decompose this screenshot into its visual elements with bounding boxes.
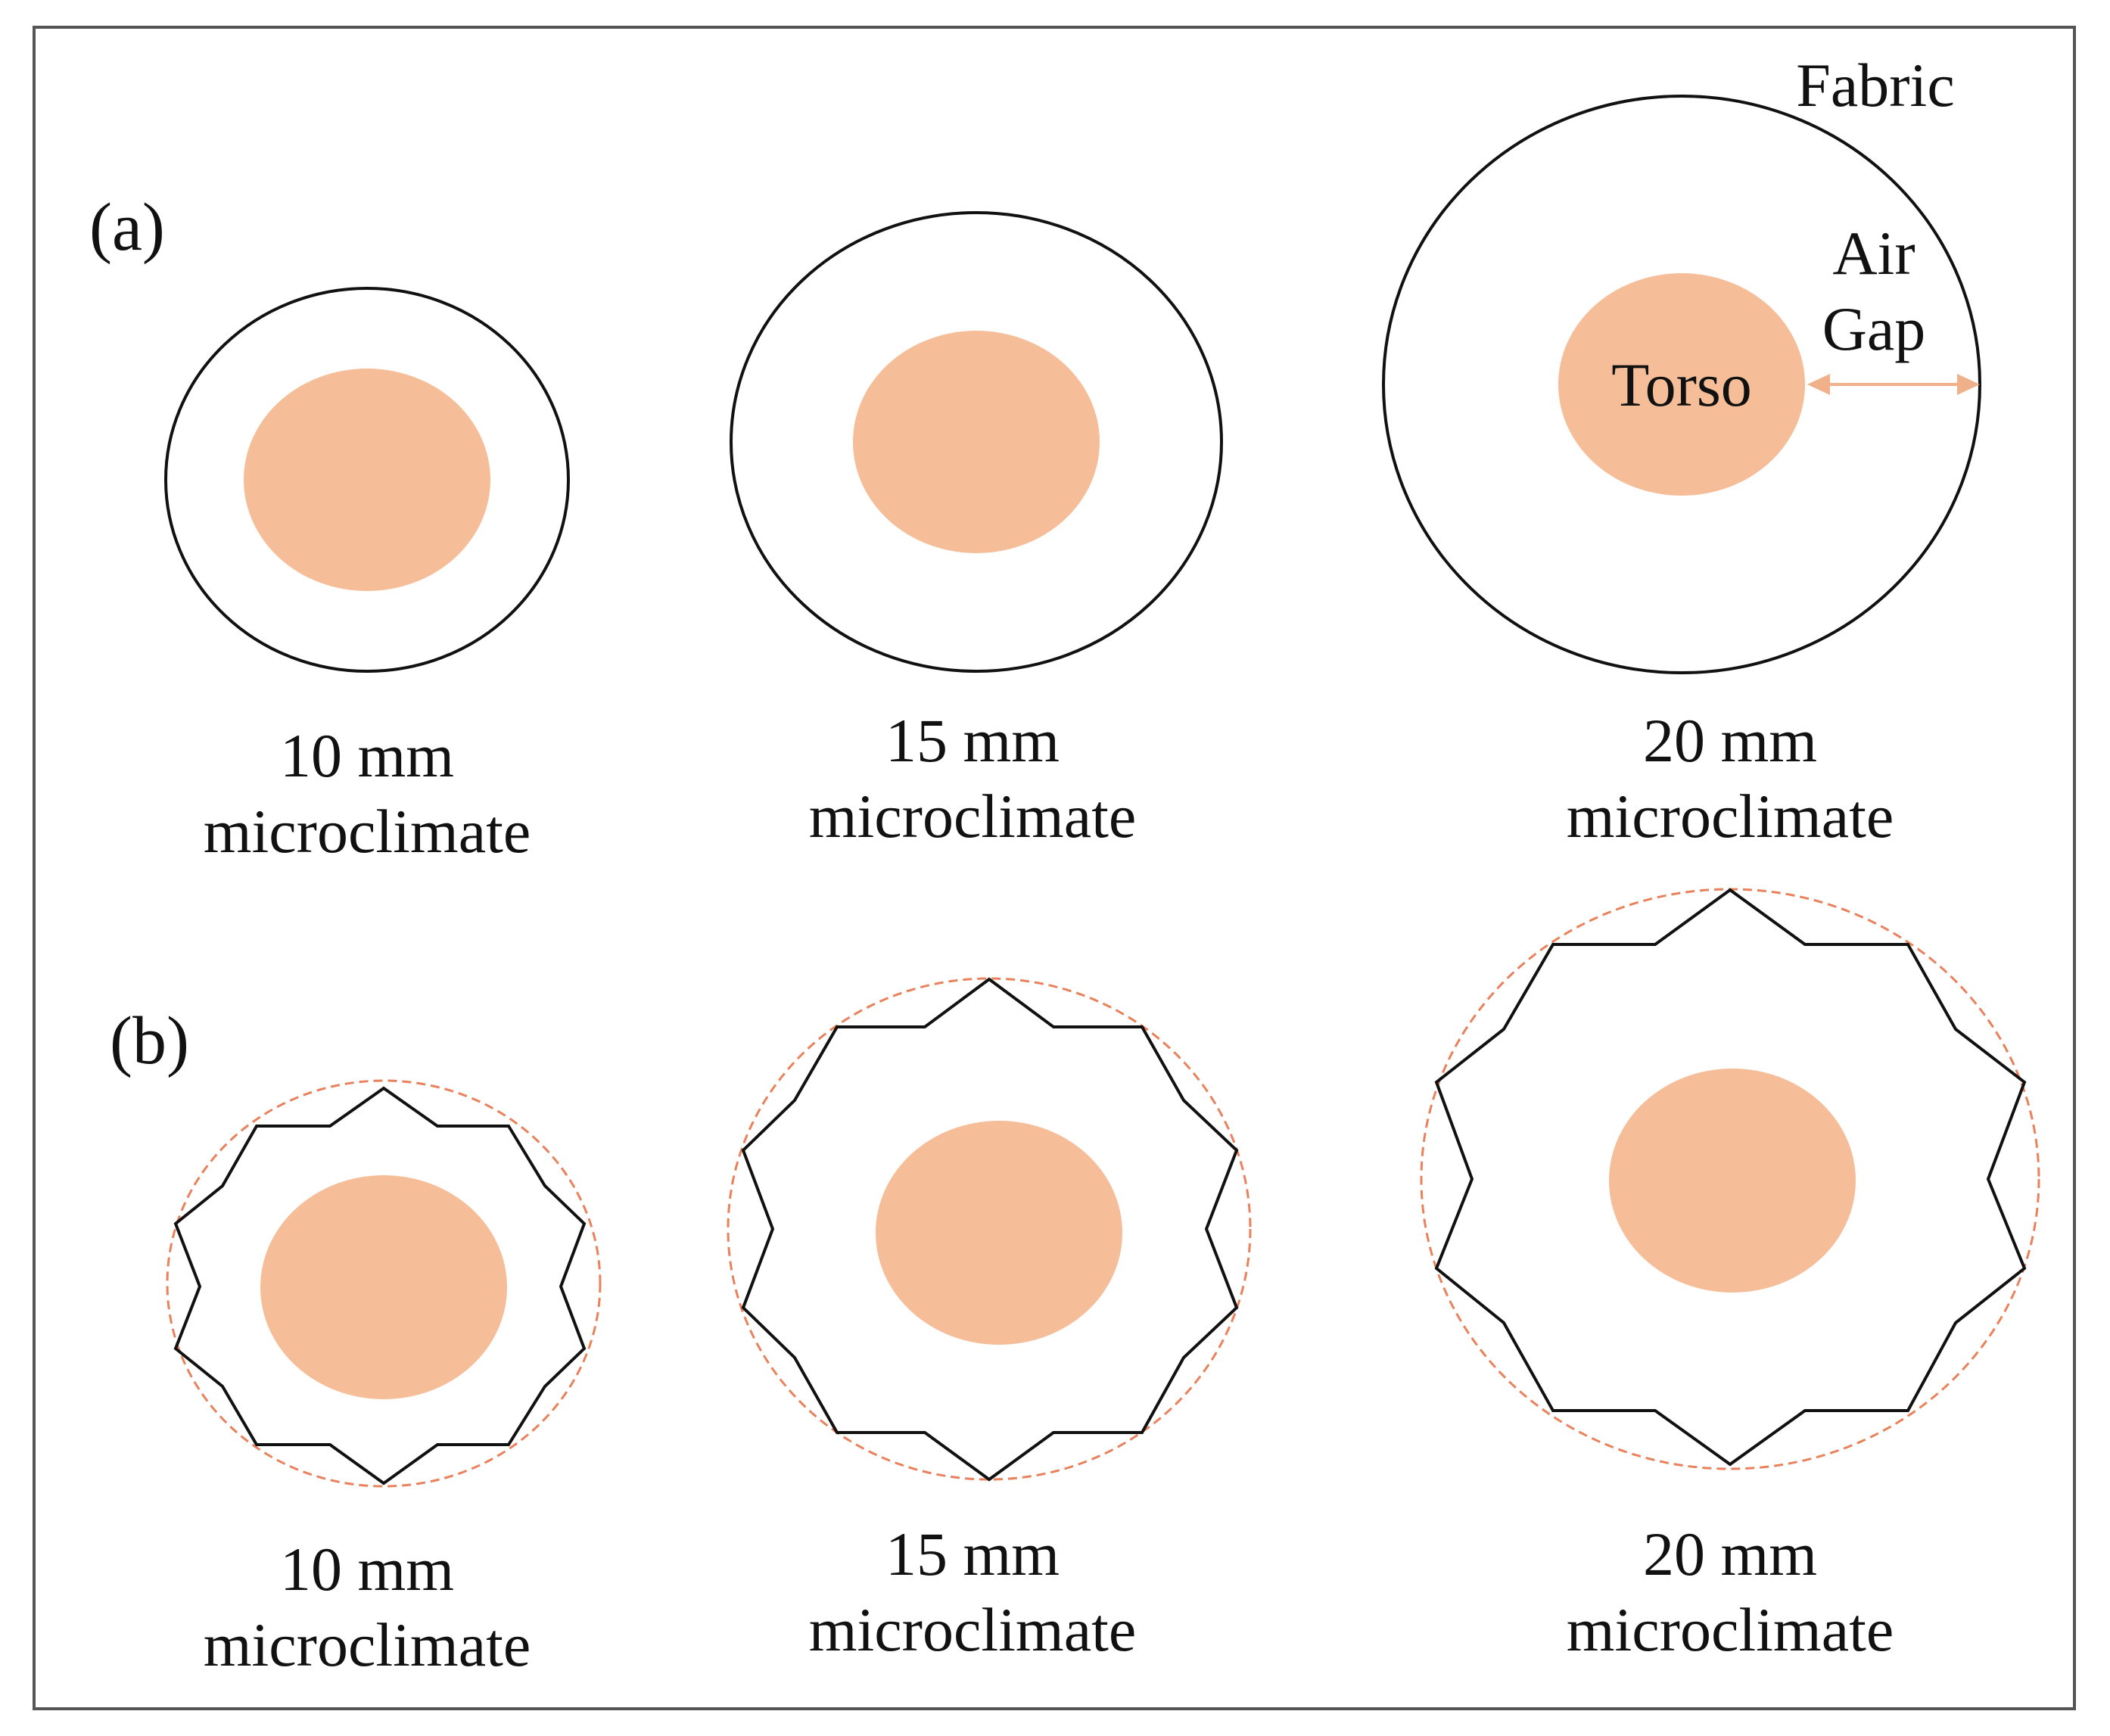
diagram-a-10mm — [164, 287, 570, 673]
torso-ellipse — [853, 331, 1100, 553]
caption-b-10mm-text: microclimate — [204, 1610, 531, 1679]
torso-ellipse — [876, 1121, 1122, 1345]
caption-b-20mm-size: 20 mm — [1643, 1520, 1817, 1588]
folded-fabric-outline — [741, 977, 1239, 1482]
torso-label: Torso — [1611, 350, 1752, 419]
caption-a-20mm-text: microclimate — [1567, 782, 1894, 851]
caption-a-10mm-text: microclimate — [204, 797, 531, 866]
air-label: Air — [1832, 219, 1915, 288]
caption-a-15mm-size: 15 mm — [885, 706, 1060, 775]
caption-b-15mm-text: microclimate — [809, 1595, 1137, 1664]
caption-a-15mm-text: microclimate — [809, 782, 1137, 851]
caption-a-20mm-size: 20 mm — [1643, 706, 1817, 775]
panel-label-a: (a) — [89, 190, 165, 265]
torso-ellipse — [1609, 1069, 1856, 1293]
torso-ellipse — [244, 369, 490, 591]
dashed-envelope-circle — [727, 977, 1252, 1481]
gap-label: Gap — [1822, 294, 1926, 363]
folded-fabric-outline — [173, 1086, 587, 1486]
figure-frame — [33, 26, 2076, 1710]
diagram-b-20mm — [1420, 888, 2040, 1470]
fabric-label: Fabric — [1796, 51, 1954, 120]
diagram-a-20mm: Torso Air Gap Fabric — [1382, 51, 1981, 674]
torso-ellipse — [1558, 273, 1805, 496]
caption-b-20mm-text: microclimate — [1567, 1595, 1894, 1664]
fabric-circle — [164, 287, 570, 673]
panel-label-b: (b) — [110, 1003, 189, 1078]
caption-b-10mm-size: 10 mm — [280, 1535, 454, 1604]
fabric-circle — [730, 211, 1223, 673]
diagram-b-10mm — [166, 1079, 602, 1488]
caption-b-15mm-size: 15 mm — [885, 1520, 1060, 1588]
dashed-envelope-circle — [166, 1079, 602, 1488]
caption-a-10mm-size: 10 mm — [280, 721, 454, 790]
diagram-a-15mm — [730, 211, 1223, 673]
torso-ellipse — [260, 1175, 507, 1399]
diagram-b-15mm — [727, 977, 1252, 1482]
air-gap-arrow — [1807, 374, 1980, 395]
folded-fabric-outline — [1434, 888, 2027, 1467]
